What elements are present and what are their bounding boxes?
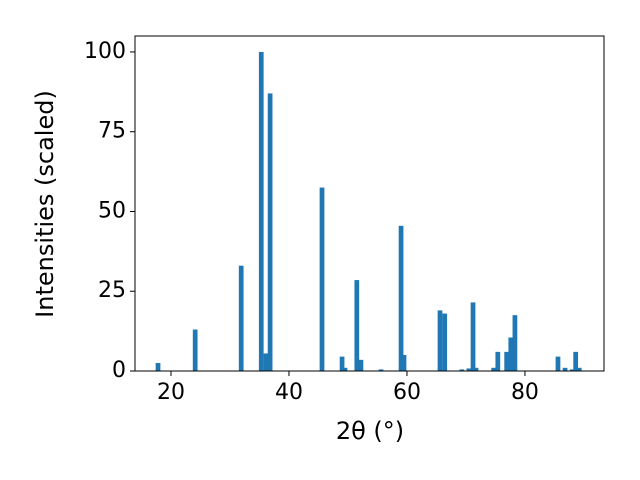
y-tick-label: 25 xyxy=(98,278,126,303)
bar xyxy=(576,367,582,371)
x-tick-label: 60 xyxy=(393,380,421,405)
bar xyxy=(442,313,448,371)
bar xyxy=(466,368,472,371)
bar xyxy=(263,353,269,371)
bar xyxy=(258,51,264,371)
y-tick-label: 0 xyxy=(112,358,126,383)
bar xyxy=(358,359,364,371)
bar xyxy=(401,355,407,371)
y-tick-label: 100 xyxy=(84,39,126,64)
x-tick-label: 80 xyxy=(511,380,539,405)
x-axis-title: 2θ (°) xyxy=(336,417,404,445)
bar xyxy=(562,367,568,371)
bar xyxy=(437,310,443,371)
y-tick-label: 75 xyxy=(98,119,126,144)
bar xyxy=(398,225,404,371)
bar xyxy=(238,265,244,371)
bar xyxy=(491,367,497,371)
bar xyxy=(155,363,161,371)
bar xyxy=(354,280,360,371)
bar xyxy=(319,187,325,371)
plot-frame xyxy=(134,35,605,372)
y-axis-title: Intensities (scaled) xyxy=(31,90,59,318)
bar xyxy=(473,367,479,371)
bar xyxy=(504,351,510,371)
bar xyxy=(573,351,579,371)
bar xyxy=(555,356,561,371)
x-tick-label: 40 xyxy=(275,380,303,405)
bar xyxy=(470,302,476,371)
bar xyxy=(339,356,345,371)
bar xyxy=(512,315,518,371)
bar xyxy=(342,367,348,371)
bar xyxy=(378,369,384,371)
x-tick-label: 20 xyxy=(157,380,185,405)
bar xyxy=(192,329,198,371)
bar xyxy=(495,351,501,371)
bar xyxy=(508,337,514,371)
bar xyxy=(459,369,465,371)
bar xyxy=(569,369,575,371)
y-tick-label: 50 xyxy=(98,198,126,223)
bar xyxy=(267,93,273,371)
